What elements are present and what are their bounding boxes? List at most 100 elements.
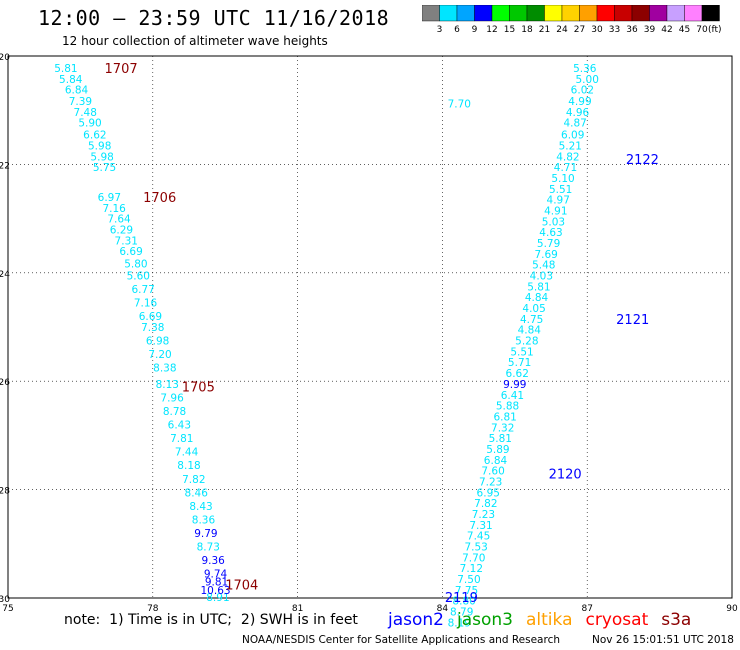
y-tick-label: -28 (0, 487, 10, 497)
wave-height-label: 7.23 (472, 509, 495, 521)
wave-height-label: 9.36 (201, 555, 225, 567)
colorbar-tick-label: 15 (504, 25, 515, 35)
wave-height-label: 6.69 (139, 311, 162, 323)
wave-height-label: 5.81 (527, 281, 550, 293)
plot-frame (7, 55, 733, 599)
wave-height-label: 7.60 (481, 466, 504, 478)
wave-height-label: 5.28 (515, 336, 538, 348)
track-number-label: 2119 (445, 591, 478, 606)
colorbar-tick-label: 33 (609, 25, 620, 35)
wave-height-label: 7.44 (175, 447, 199, 459)
wave-height-label: 7.20 (148, 349, 171, 361)
x-tick-label: 87 (581, 604, 592, 614)
wave-height-label: 6.95 (477, 487, 500, 499)
satellite-legend: jason2 jason3 altika cryosat s3a (388, 610, 704, 630)
colorbar-tick-label: 9 (472, 25, 478, 35)
wave-height-label: 5.80 (124, 259, 147, 271)
track-number-label: 1704 (225, 578, 258, 593)
wave-height-label: 7.39 (69, 96, 92, 108)
wave-height-label: 9.81 (205, 577, 228, 589)
wave-height-label: 5.51 (510, 346, 533, 358)
wave-height-label: 6.81 (493, 411, 516, 423)
colorbar-tick-label: 3 (437, 25, 443, 35)
wave-height-label: 4.03 (530, 271, 553, 283)
colorbar-tick-label: 12 (486, 25, 497, 35)
wave-height-label: 5.10 (551, 173, 574, 185)
wave-height-label: 7.16 (102, 203, 126, 215)
wave-height-label: 4.84 (518, 325, 542, 337)
wave-height-label: 4.05 (522, 303, 545, 315)
wave-height-label: 7.96 (160, 392, 184, 404)
wave-height-label: 6.62 (506, 368, 529, 380)
wave-height-label: 6.98 (146, 336, 169, 348)
wave-height-label: 7.64 (107, 214, 131, 226)
wave-height-label: 6.02 (571, 85, 594, 97)
wave-height-label: 4.96 (566, 107, 590, 119)
wave-height-label: 7.75 (455, 585, 478, 597)
wave-height-label: 6.77 (131, 284, 154, 296)
wave-height-label: 5.03 (542, 216, 565, 228)
track-number-label: 2120 (549, 467, 582, 482)
wave-height-label: 8.73 (197, 542, 220, 554)
generated-timestamp: Nov 26 15:01:51 UTC 2018 (592, 634, 734, 646)
colorbar-tick-label: 18 (521, 25, 533, 35)
x-tick-label: 84 (437, 604, 449, 614)
wave-height-label: 5.98 (88, 140, 111, 152)
colorbar-tick-label: 24 (556, 25, 568, 35)
colorbar-tick-label: 45 (679, 25, 690, 35)
wave-height-label: 8.80 (452, 596, 475, 608)
colorbar-swatch (701, 5, 720, 22)
wave-height-label: 7.45 (467, 531, 490, 543)
wave-height-label: 5.75 (93, 162, 116, 174)
wave-height-label: 7.38 (141, 322, 164, 334)
wave-height-label: 4.99 (568, 96, 591, 108)
wave-height-label: 7.53 (464, 542, 487, 554)
wave-height-label: 5.21 (559, 140, 582, 152)
wave-height-label: 5.81 (489, 433, 512, 445)
wave-height-label: 4.97 (547, 195, 570, 207)
wave-height-label: 6.69 (119, 246, 142, 258)
y-tick-label: -22 (0, 161, 10, 171)
wave-height-label: 10.63 (201, 585, 231, 597)
wave-height-label: 7.48 (74, 107, 97, 119)
wave-height-label: 7.50 (457, 574, 480, 586)
wave-height-label: 7.70 (448, 99, 471, 111)
wave-height-label: 6.84 (484, 455, 508, 467)
wave-height-label: 7.82 (474, 498, 497, 510)
wave-height-label: 8.78 (163, 406, 186, 418)
colorbar-tick-label: 39 (644, 25, 656, 35)
colorbar-tick-label: 27 (574, 25, 585, 35)
wave-height-label: 7.69 (534, 249, 557, 261)
legend-entry-cryosat: cryosat (585, 610, 649, 630)
colorbar-tick-label: 30 (591, 25, 603, 35)
wave-height-label: 5.36 (573, 63, 597, 75)
legend-entry-jason3: jason3 (457, 610, 513, 630)
wave-height-label: 4.82 (556, 151, 579, 163)
wave-height-label: 4.84 (525, 292, 549, 304)
x-tick-label: 90 (726, 604, 738, 614)
colorbar-legend: 3 6 9 12 15 18 21 24 27 30 33 36 39 42 45 70 (ft) (422, 5, 722, 35)
wave-height-label: 5.48 (532, 260, 555, 272)
y-tick-label: -20 (0, 53, 10, 63)
wave-height-label: 5.98 (90, 151, 113, 163)
legend-entry-altika: altika (526, 610, 573, 630)
wave-height-label: 4.91 (544, 205, 567, 217)
credit-text: NOAA/NESDIS Center for Satellite Applica… (242, 634, 560, 646)
wave-height-label: 4.71 (554, 162, 577, 174)
wave-height-label: 7.70 (462, 552, 485, 564)
wave-height-label: 6.84 (65, 85, 89, 97)
colorbar-tick-label: 42 (661, 25, 672, 35)
colorbar-tick-label: 6 (454, 25, 460, 35)
wave-height-label: 8.19 (448, 617, 471, 629)
wave-height-label: 5.84 (59, 74, 83, 86)
wave-height-label: 8.79 (450, 607, 473, 619)
wave-height-label: 6.29 (110, 224, 133, 236)
wave-height-label: 8.46 (185, 487, 209, 499)
wave-height-label: 5.89 (486, 444, 509, 456)
x-tick-label: 75 (2, 604, 13, 614)
wave-height-label: 7.81 (170, 433, 193, 445)
wave-height-label: 5.71 (508, 357, 531, 369)
colorbar-tick-label: 36 (626, 25, 638, 35)
colorbar-tick-label: 21 (539, 25, 550, 35)
